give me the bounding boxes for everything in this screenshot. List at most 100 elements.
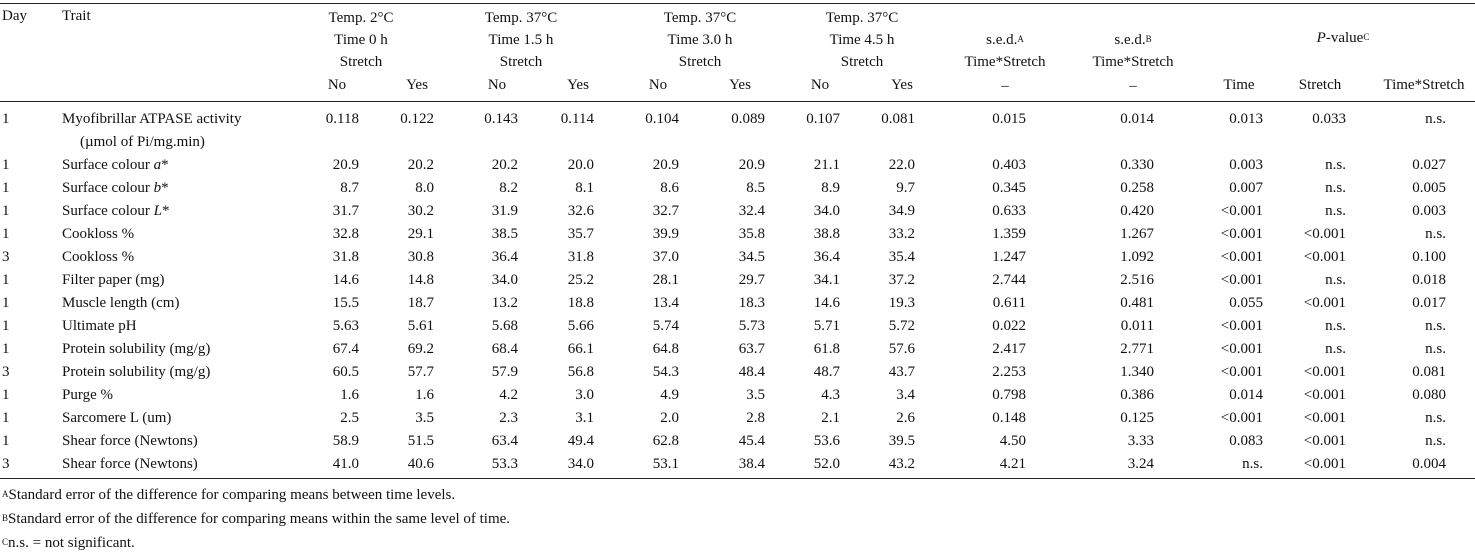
row-value: 2.0 [660,410,679,426]
row-day: 3 [2,364,10,380]
row-sed-b: 0.481 [1120,295,1154,311]
row-p-time: 0.007 [1229,180,1263,196]
row-value: 19.3 [888,295,915,311]
row-value: 4.9 [660,387,679,403]
row-value: 1.6 [340,387,359,403]
row-trait: Filter paper (mg) [62,272,165,288]
row-sed-b: 2.771 [1120,341,1154,357]
row-value: 63.7 [738,341,765,357]
row-value: 54.3 [652,364,679,380]
row-value: 2.1 [821,410,840,426]
row-value: 21.1 [813,157,840,173]
row-value: 32.7 [652,203,679,219]
row-value: 53.3 [491,456,518,472]
row-sed-a: 2.417 [992,341,1026,357]
row-value: 68.4 [491,341,518,357]
row-p-stretch: n.s. [1325,318,1346,334]
row-value: 13.4 [652,295,679,311]
row-day: 3 [2,456,10,472]
row-p-interaction: 0.080 [1412,387,1446,403]
row-value: 36.4 [491,249,518,265]
row-trait-unit: (µmol of Pi/mg.min) [80,134,205,150]
row-value: 5.72 [888,318,915,334]
header-stretch-no: No [648,77,668,93]
row-sed-b: 1.092 [1120,249,1154,265]
header-p-interaction: Time*Stretch [1383,77,1465,93]
row-value: 15.5 [332,295,359,311]
header-stretch-no: No [327,77,347,93]
row-p-time: 0.014 [1229,387,1263,403]
row-value: 49.4 [567,433,594,449]
row-sed-b: 0.386 [1120,387,1154,403]
row-value: 5.68 [491,318,518,334]
row-p-interaction: n.s. [1425,433,1446,449]
row-value: 28.1 [652,272,679,288]
row-trait: Cookloss % [62,226,135,242]
row-trait: Sarcomere L (um) [62,410,172,426]
row-value: 33.2 [888,226,915,242]
row-p-stretch: <0.001 [1303,364,1346,380]
row-day: 1 [2,433,10,449]
row-p-interaction: 0.017 [1412,295,1446,311]
row-trait: Shear force (Newtons) [62,456,198,472]
row-value: 0.089 [731,111,765,127]
row-value: 63.4 [491,433,518,449]
row-p-interaction: 0.018 [1412,272,1446,288]
row-value: 57.7 [407,364,434,380]
row-day: 1 [2,387,10,403]
row-value: 58.9 [332,433,359,449]
row-value: 14.6 [813,295,840,311]
row-sed-a: 4.50 [999,433,1026,449]
row-p-interaction: n.s. [1425,341,1446,357]
row-p-stretch: n.s. [1325,203,1346,219]
row-value: 43.7 [888,364,915,380]
row-value: 53.6 [813,433,840,449]
row-value: 31.7 [332,203,359,219]
row-p-interaction: 0.027 [1412,157,1446,173]
row-p-time: 0.003 [1229,157,1263,173]
row-sed-a: 0.633 [992,203,1026,219]
row-p-time: 0.055 [1229,295,1263,311]
row-p-interaction: 0.081 [1412,364,1446,380]
top-rule [0,3,1475,4]
row-value: 4.3 [821,387,840,403]
header-sed-b: s.e.d.B Time*Stretch – [1092,32,1174,94]
row-day: 1 [2,410,10,426]
row-sed-b: 0.014 [1120,111,1154,127]
row-value: 62.8 [652,433,679,449]
row-sed-a: 0.015 [992,111,1026,127]
row-p-stretch: n.s. [1325,341,1346,357]
row-p-interaction: n.s. [1425,226,1446,242]
row-value: 34.9 [888,203,915,219]
row-sed-b: 0.125 [1120,410,1154,426]
row-value: 34.0 [567,456,594,472]
header-rule [0,101,1475,102]
header-stretch-no: No [487,77,507,93]
row-p-interaction: n.s. [1425,318,1446,334]
row-value: 5.66 [567,318,594,334]
row-day: 1 [2,318,10,334]
row-sed-a: 0.403 [992,157,1026,173]
row-value: 22.0 [888,157,915,173]
row-p-stretch: <0.001 [1303,226,1346,242]
header-stretch-yes: Yes [891,77,913,93]
row-sed-b: 0.258 [1120,180,1154,196]
row-value: 32.6 [567,203,594,219]
row-value: 5.71 [813,318,840,334]
row-value: 20.2 [407,157,434,173]
row-p-stretch: 0.033 [1312,111,1346,127]
row-p-interaction: 0.005 [1412,180,1446,196]
row-value: 40.6 [407,456,434,472]
row-value: 2.5 [340,410,359,426]
row-value: 1.6 [415,387,434,403]
row-value: 34.0 [491,272,518,288]
footnote: BStandard error of the difference for co… [2,511,511,527]
row-p-stretch: n.s. [1325,157,1346,173]
row-trait: Protein solubility (mg/g) [62,341,211,357]
row-trait: Cookloss % [62,249,135,265]
header-stretch-yes: Yes [567,77,589,93]
row-value: 0.118 [325,111,359,127]
header-p-value: P-valueC [1316,30,1370,46]
row-value: 53.1 [652,456,679,472]
row-value: 39.9 [652,226,679,242]
